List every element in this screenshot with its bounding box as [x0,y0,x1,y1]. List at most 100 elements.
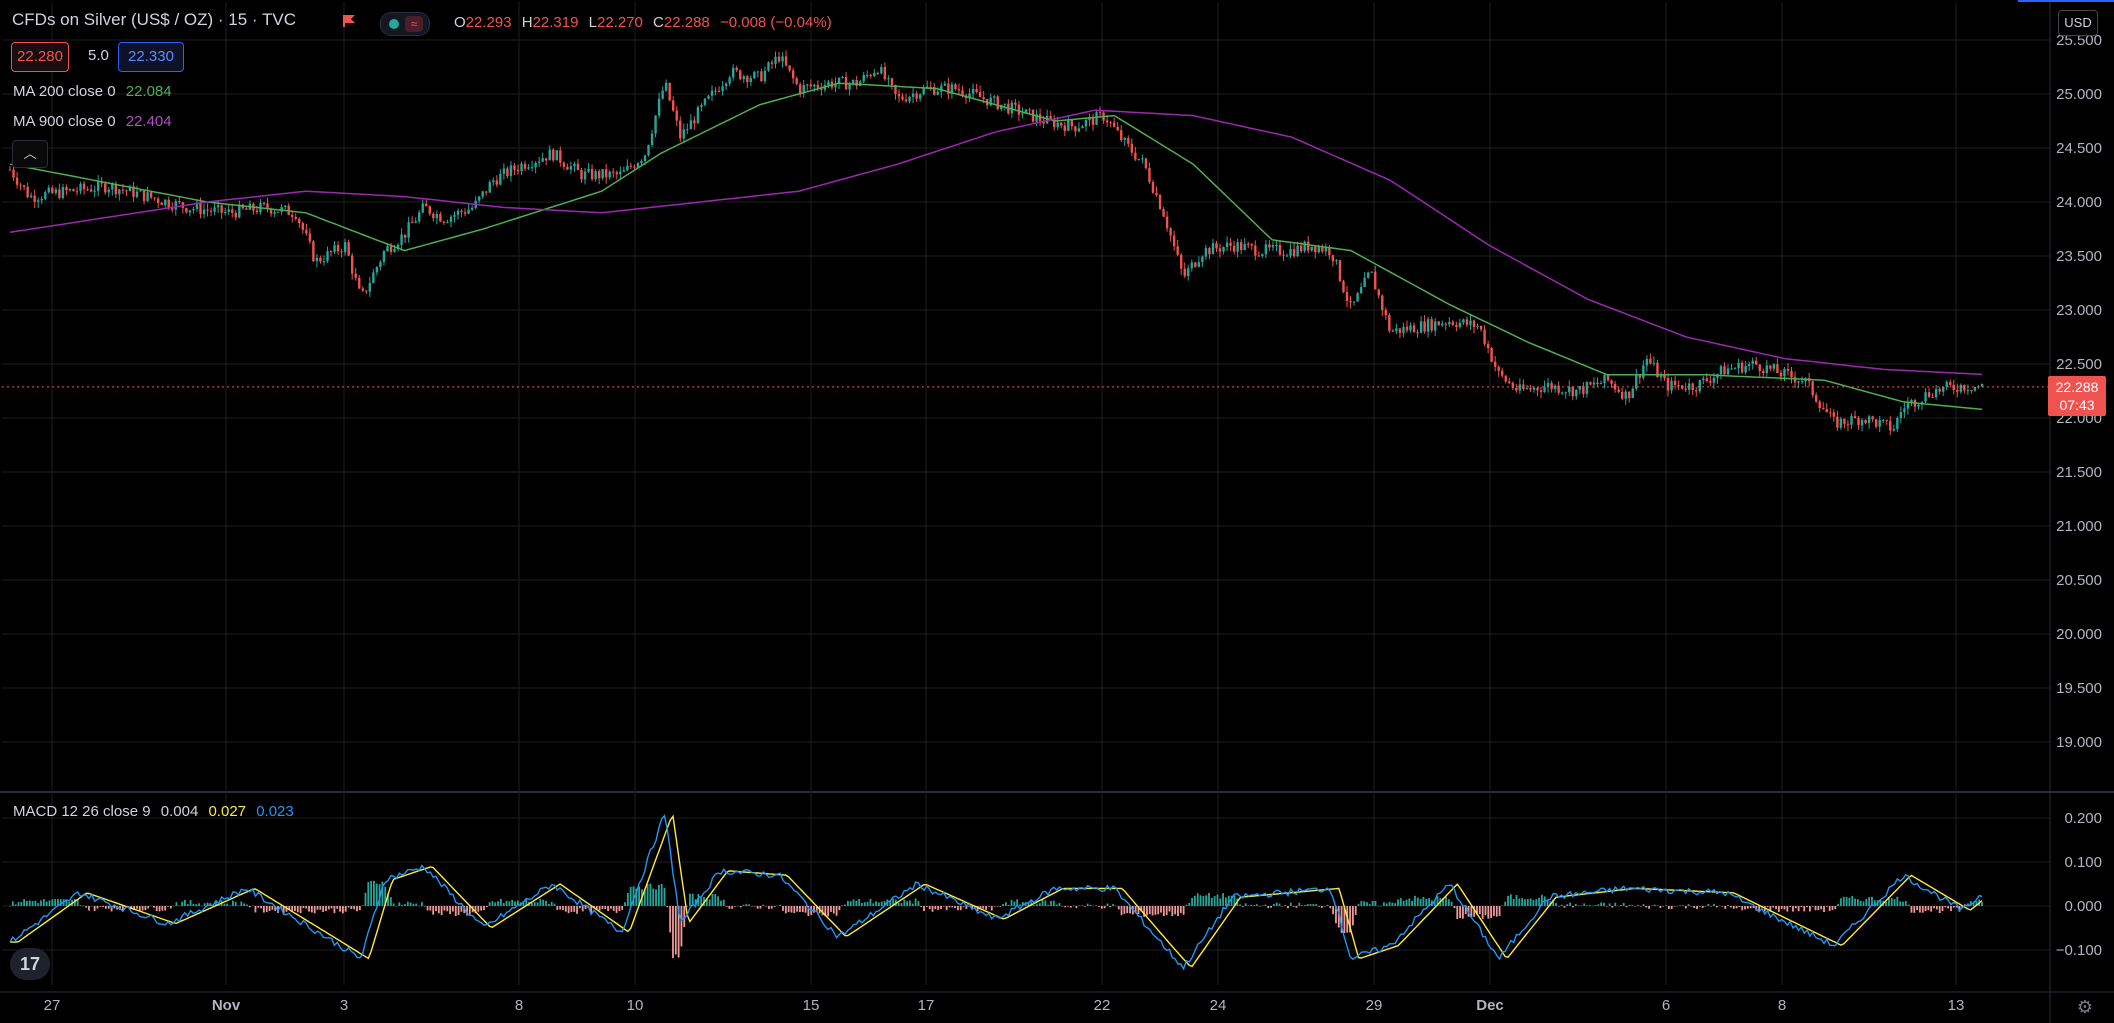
macd-histogram-bar [869,898,872,906]
macd-histogram-bar [28,900,31,906]
macd-histogram-bar [1123,906,1126,914]
candle-body [26,186,29,198]
candle-body [343,242,347,253]
macd-histogram-bar [979,906,982,909]
candle-body [1670,380,1673,391]
macd-histogram-bar [248,906,251,908]
macd-histogram-bar [1199,895,1202,906]
macd-histogram-bar [1083,906,1086,907]
macd-histogram-bar [996,906,999,907]
sell-button[interactable]: 22.280 [11,42,69,72]
macd-histogram-bar [601,906,604,909]
macd-histogram-bar [234,901,237,906]
macd-histogram-bar [105,906,107,909]
ma900-legend[interactable]: MA 900 close 0 22.404 [13,113,172,130]
y-tick-label: 21.000 [2056,518,2102,535]
macd-histogram-bar [581,906,584,912]
candle-body [1014,102,1017,105]
macd-histogram-bar [333,906,336,914]
macd-histogram-bar [813,906,815,913]
macd-histogram-bar [1727,905,1729,906]
market-status-pill[interactable]: ≈ [380,12,430,36]
candle-body [795,78,798,85]
macd-histogram-bar [1450,901,1453,906]
macd-histogram-bar [660,883,663,906]
candle-body [739,70,742,80]
candle-body [555,150,558,161]
macd-histogram-bar [536,902,539,906]
macd-histogram-bar [615,906,618,913]
macd-histogram-bar [485,906,488,908]
tradingview-logo[interactable]: 17 [10,948,50,980]
candle-body [1321,246,1324,252]
macd-histogram-bar [753,906,756,907]
macd-histogram-bar [51,899,54,906]
macd-histogram-bar [296,906,299,913]
macd-histogram-bar [1368,904,1371,906]
ma200-label: MA 200 close 0 [13,83,116,100]
macd-histogram-bar [1019,904,1021,906]
candle-body [29,195,33,198]
symbol-title[interactable]: CFDs on Silver (US$ / OZ) · 15 · TVC [12,10,297,29]
candle-body [1289,249,1292,256]
macd-histogram-bar [316,906,319,910]
candle-body [8,169,12,171]
candle-body [760,71,763,82]
macd-histogram-bar [384,886,387,906]
candle-body [721,86,724,92]
candle-body [672,100,675,111]
macd-histogram-bar [1921,906,1924,913]
macd-histogram-bar [711,894,714,906]
macd-histogram-bar [1919,906,1921,913]
candle-body [594,171,597,180]
candle-body [876,72,880,74]
candle-body [880,67,883,74]
flag-icon[interactable] [342,14,356,28]
macd-histogram-bar [1744,906,1746,910]
candle-body [516,169,520,172]
macd-histogram-bar [184,899,186,906]
gear-icon[interactable]: ⚙ [2076,997,2094,1017]
symbol-legend[interactable]: CFDs on Silver (US$ / OZ) · 15 · TVC [12,10,296,30]
candle-body [1215,243,1218,249]
currency-button[interactable]: USD [2058,10,2098,36]
macd-histogram-bar [1428,898,1430,906]
macd-histogram-bar [1690,906,1693,907]
ma200-legend[interactable]: MA 200 close 0 22.084 [13,83,172,100]
candle-body [234,212,237,218]
macd-histogram-bar [1182,906,1185,915]
macd-legend[interactable]: MACD 12 26 close 9 0.004 0.027 0.023 [13,803,294,820]
macd-histogram-bar [260,906,262,909]
macd-histogram-bar [1055,904,1058,906]
macd-histogram-bar [1301,905,1303,906]
candle-body [1871,416,1874,420]
candle-body [1532,387,1536,390]
candle-body [922,87,925,95]
candle-body [1959,384,1963,392]
candle-body [93,190,96,192]
close-key: C [653,14,664,31]
macd-histogram-bar [1890,898,1893,906]
candle-body [308,233,312,242]
macd-histogram-bar [804,906,807,913]
macd-histogram-bar [1495,906,1498,917]
macd-histogram-bar [1326,904,1329,906]
macd-histogram-bar [48,900,51,906]
macd-histogram-bar [993,906,996,907]
candle-body [432,213,435,219]
candle-body [1617,389,1620,392]
macd-histogram-bar [762,904,765,906]
macd-histogram-bar [1033,905,1035,906]
macd-histogram-bar [1865,898,1868,906]
candle-body [1476,326,1479,328]
macd-histogram-bar [773,906,776,907]
candle-body [841,77,844,79]
macd-histogram-bar [1509,894,1512,906]
collapse-legend-button[interactable]: ︿ [12,140,48,168]
candle-body [1282,254,1285,256]
macd-histogram-bar [494,902,497,906]
buy-button[interactable]: 22.330 [118,42,184,72]
macd-histogram-bar [564,906,567,912]
